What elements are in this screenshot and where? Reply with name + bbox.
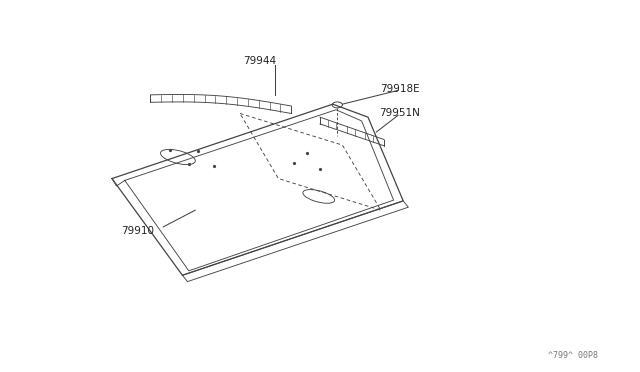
Text: 79951N: 79951N — [380, 109, 420, 118]
Text: 79944: 79944 — [243, 57, 276, 66]
Text: 79910: 79910 — [121, 227, 154, 236]
Text: 79918E: 79918E — [380, 84, 420, 93]
Text: ^799^ 00P8: ^799^ 00P8 — [548, 351, 598, 360]
